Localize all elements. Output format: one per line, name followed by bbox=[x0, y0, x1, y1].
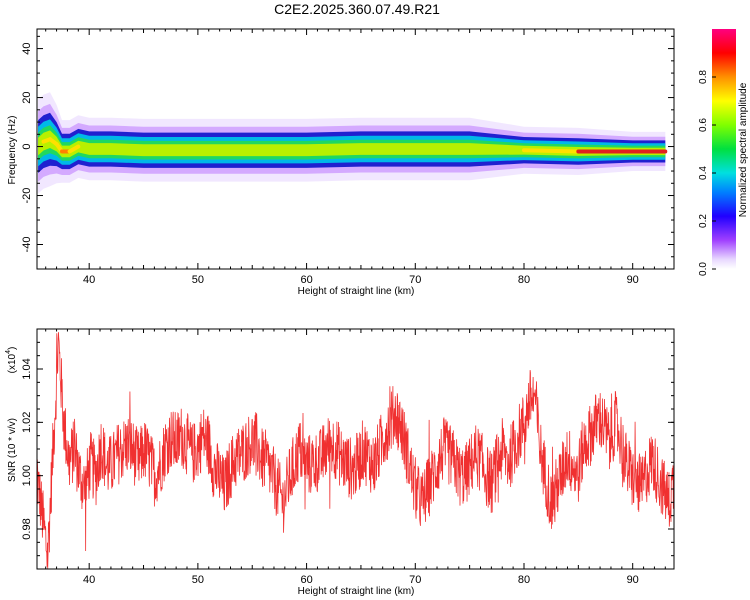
snr-x-label: Height of straight line (km) bbox=[298, 586, 415, 597]
snr-x-tick-label: 70 bbox=[409, 574, 421, 586]
snr-y-tick-label: 1.00 bbox=[21, 465, 33, 486]
colorbar-gradient bbox=[712, 29, 736, 269]
spectrogram-x-tick-label: 80 bbox=[518, 274, 530, 286]
colorbar-label: Normalized spectral amplitude bbox=[738, 82, 749, 217]
spectrogram-y-label: Frequency (Hz) bbox=[7, 116, 18, 185]
colorbar: 0.0 0.2 0.4 0.6 0.8 Normalized spectral ampl… bbox=[698, 29, 749, 276]
spectrogram-panel: 40 50 60 70 80 90 -40 -20 0 20 40 Height of strai… bbox=[7, 28, 675, 297]
spectrogram-x-tick-label: 60 bbox=[300, 274, 312, 286]
snr-x-tick-label: 60 bbox=[300, 574, 312, 586]
snr-x-tick-label: 50 bbox=[192, 574, 204, 586]
snr-y-tick-label: 1.04 bbox=[21, 358, 33, 379]
snr-y-tick-label: 0.98 bbox=[21, 518, 33, 539]
spectrogram-x-tick-label: 50 bbox=[192, 274, 204, 286]
colorbar-tick-label: 0.0 bbox=[698, 262, 709, 276]
snr-y-tick-label: 1.02 bbox=[21, 412, 33, 433]
ridge-core-segment bbox=[521, 148, 581, 154]
snr-y-scale-base: (x10 bbox=[7, 353, 18, 373]
spectrogram-x-ticks: 40 50 60 70 80 90 bbox=[45, 29, 666, 286]
snr-y-ticks: 0.98 1.00 1.02 1.04 bbox=[21, 328, 674, 557]
spectrogram-x-tick-label: 40 bbox=[83, 274, 95, 286]
spectrogram-y-tick-label: -20 bbox=[21, 188, 33, 204]
ridge-lime bbox=[38, 130, 666, 158]
snr-x-tick-label: 40 bbox=[83, 574, 95, 586]
figure-title: C2E2.2025.360.07.49.R21 bbox=[274, 1, 440, 17]
svg-text:(x104): (x104) bbox=[5, 347, 18, 374]
spectrogram-x-label: Height of straight line (km) bbox=[298, 286, 415, 297]
colorbar-tick-label: 0.8 bbox=[698, 70, 709, 84]
colorbar-ticks: 0.0 0.2 0.4 0.6 0.8 bbox=[698, 70, 716, 276]
spectrogram-x-tick-label: 70 bbox=[409, 274, 421, 286]
spectrogram-frame bbox=[36, 28, 675, 270]
snr-y-label: SNR (10 * v/v) bbox=[7, 418, 18, 482]
colorbar-tick-label: 0.2 bbox=[698, 214, 709, 228]
spectrogram-y-tick-label: -40 bbox=[21, 237, 33, 253]
spectrogram-y-tick-label: 0 bbox=[21, 143, 33, 149]
snr-x-tick-label: 90 bbox=[627, 574, 639, 586]
ridge-core-segment bbox=[67, 144, 81, 154]
snr-y-scale-exponent: 4 bbox=[5, 350, 12, 354]
colorbar-tick-label: 0.6 bbox=[698, 118, 709, 132]
spectrogram-y-tick-label: 40 bbox=[21, 42, 33, 54]
spectrogram-ridge bbox=[38, 92, 668, 194]
snr-panel: 40 50 60 70 80 90 0.98 1.00 1.02 1.04 Height of … bbox=[5, 328, 675, 597]
spectrogram-x-tick-label: 90 bbox=[627, 274, 639, 286]
snr-y-scale: (x104) bbox=[5, 347, 18, 374]
snr-x-ticks: 40 50 60 70 80 90 bbox=[45, 329, 666, 586]
spectrogram-y-tick-label: 20 bbox=[21, 91, 33, 103]
spectrogram-y-ticks: -40 -20 0 20 40 bbox=[21, 35, 674, 270]
snr-x-tick-label: 80 bbox=[518, 574, 530, 586]
snr-series-line bbox=[37, 332, 674, 569]
colorbar-tick-label: 0.4 bbox=[698, 166, 709, 180]
